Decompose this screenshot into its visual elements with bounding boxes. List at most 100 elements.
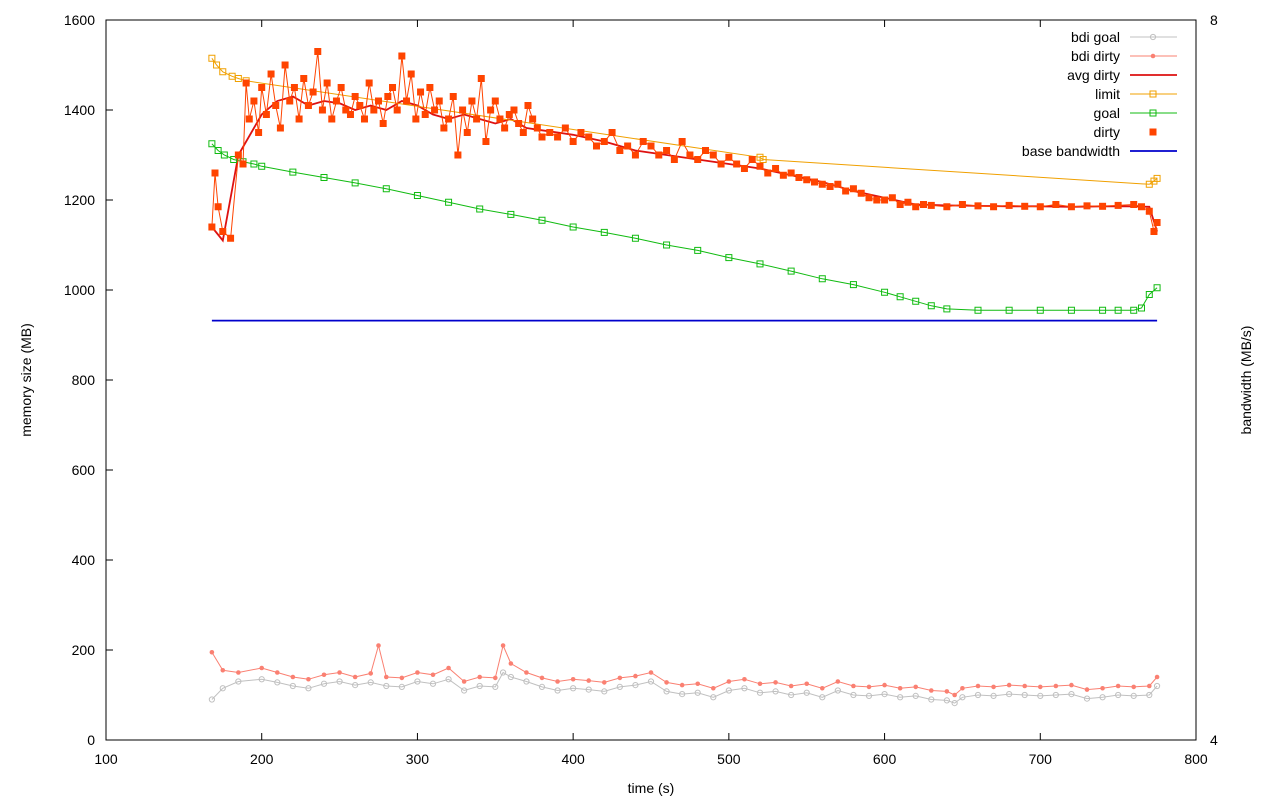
data-point-dirty xyxy=(496,115,504,123)
data-point-bdi-goal xyxy=(1068,691,1075,698)
data-point-bdi-goal xyxy=(445,676,452,683)
data-point-goal xyxy=(320,174,328,181)
data-point-dirty xyxy=(709,151,717,159)
data-point-goal xyxy=(507,210,515,218)
data-point-dirty xyxy=(577,129,585,136)
data-point-bdi-dirty xyxy=(477,674,483,680)
data-point-dirty xyxy=(702,147,709,154)
data-point-bdi-dirty xyxy=(500,643,506,648)
data-point-goal xyxy=(382,185,390,193)
data-point-bdi-dirty xyxy=(1084,687,1090,692)
data-point-bdi-goal xyxy=(912,692,919,700)
data-point-bdi-goal xyxy=(710,694,717,701)
data-point-goal xyxy=(258,162,266,170)
series-dirty xyxy=(208,48,1161,242)
data-point-goal xyxy=(849,281,857,289)
data-point-dirty xyxy=(904,198,912,206)
data-point-bdi-goal xyxy=(819,694,826,701)
data-point-goal xyxy=(818,275,826,283)
data-point-bdi-dirty xyxy=(1006,682,1012,688)
data-point-dirty xyxy=(733,160,741,168)
data-point-dirty xyxy=(927,201,935,209)
data-point-dirty xyxy=(529,115,537,123)
data-point-bdi-dirty xyxy=(1037,684,1043,690)
data-point-bdi-dirty xyxy=(788,683,794,689)
data-point-dirty xyxy=(328,115,336,123)
data-point-goal xyxy=(1036,306,1044,314)
data-point-bdi-dirty xyxy=(648,670,654,675)
ticks: 100 200 300 400 500 600 700 800 0 200 400 600 800 100… xyxy=(64,12,1218,767)
data-point-bdi-goal xyxy=(1037,692,1044,700)
data-point-bdi-goal xyxy=(897,694,904,701)
data-point-bdi-goal xyxy=(235,678,242,685)
data-point-dirty xyxy=(920,201,927,208)
data-point-dirty xyxy=(958,201,966,208)
data-point-dirty xyxy=(1083,202,1091,210)
data-point-dirty xyxy=(300,75,308,82)
data-point-dirty xyxy=(375,97,382,105)
data-point-bdi-dirty xyxy=(710,685,716,691)
series-line-bdi-goal xyxy=(211,671,1158,704)
data-point-bdi-goal xyxy=(647,678,655,685)
data-point-bdi-dirty xyxy=(321,672,327,678)
data-point-goal xyxy=(214,147,222,154)
data-point-goal xyxy=(1114,306,1122,314)
data-point-bdi-dirty xyxy=(1100,685,1105,691)
series-bdi-goal xyxy=(208,669,1161,707)
data-point-dirty xyxy=(717,160,725,168)
series-goal xyxy=(208,140,1161,314)
data-point-dirty xyxy=(826,183,834,190)
data-point-bdi-goal xyxy=(951,700,958,707)
x-tick-label: 400 xyxy=(561,751,585,767)
legend: bdi goal bdi dirty avg dirty limit goal dirty… xyxy=(1022,29,1177,159)
data-point-bdi-goal xyxy=(741,685,748,692)
legend-swatch-marker xyxy=(1149,128,1157,136)
data-point-goal xyxy=(943,305,951,313)
data-point-bdi-dirty xyxy=(290,674,296,680)
data-point-dirty xyxy=(323,79,331,87)
data-point-dirty xyxy=(569,138,577,145)
data-point-dirty xyxy=(435,97,443,105)
data-point-goal xyxy=(912,297,920,305)
data-point-goal xyxy=(1153,284,1161,292)
data-point-goal xyxy=(1099,306,1107,314)
data-point-bdi-goal xyxy=(632,682,639,689)
data-point-bdi-dirty xyxy=(274,670,280,675)
data-point-bdi-goal xyxy=(398,683,405,691)
data-point-goal xyxy=(476,205,484,213)
data-point-dirty xyxy=(990,203,998,211)
data-point-dirty xyxy=(473,115,481,123)
data-point-bdi-goal xyxy=(461,687,468,694)
data-point-dirty xyxy=(351,93,359,100)
data-point-bdi-dirty xyxy=(446,665,451,671)
legend-item-bdi-goal: bdi goal xyxy=(1071,29,1177,45)
data-point-bdi-dirty xyxy=(773,680,778,685)
data-point-bdi-dirty xyxy=(220,667,226,673)
data-point-dirty xyxy=(865,194,873,202)
legend-swatch-marker xyxy=(1149,90,1157,98)
data-point-goal xyxy=(250,160,258,168)
data-point-dirty xyxy=(449,93,457,100)
data-point-dirty xyxy=(561,124,569,132)
data-point-dirty xyxy=(803,176,811,184)
y-axis-title: memory size (MB) xyxy=(18,323,34,437)
y-tick-label: 1400 xyxy=(64,102,95,118)
data-point-bdi-dirty xyxy=(991,684,996,690)
data-point-dirty xyxy=(431,106,439,114)
data-point-dirty xyxy=(258,84,266,91)
data-point-bdi-dirty xyxy=(960,685,965,691)
y2-tick-label: 8 xyxy=(1210,12,1218,28)
data-point-dirty xyxy=(678,138,686,145)
data-point-dirty xyxy=(337,84,345,91)
data-point-dirty xyxy=(725,153,733,161)
data-point-bdi-dirty xyxy=(695,681,701,687)
data-point-dirty xyxy=(211,169,219,177)
data-point-dirty xyxy=(309,88,317,96)
data-point-dirty xyxy=(403,97,411,105)
data-point-bdi-dirty xyxy=(461,679,467,684)
data-point-dirty xyxy=(1153,219,1161,226)
data-point-dirty xyxy=(360,115,368,123)
data-point-bdi-dirty xyxy=(306,676,311,682)
data-point-bdi-goal xyxy=(1115,691,1122,699)
data-point-dirty xyxy=(538,133,546,141)
